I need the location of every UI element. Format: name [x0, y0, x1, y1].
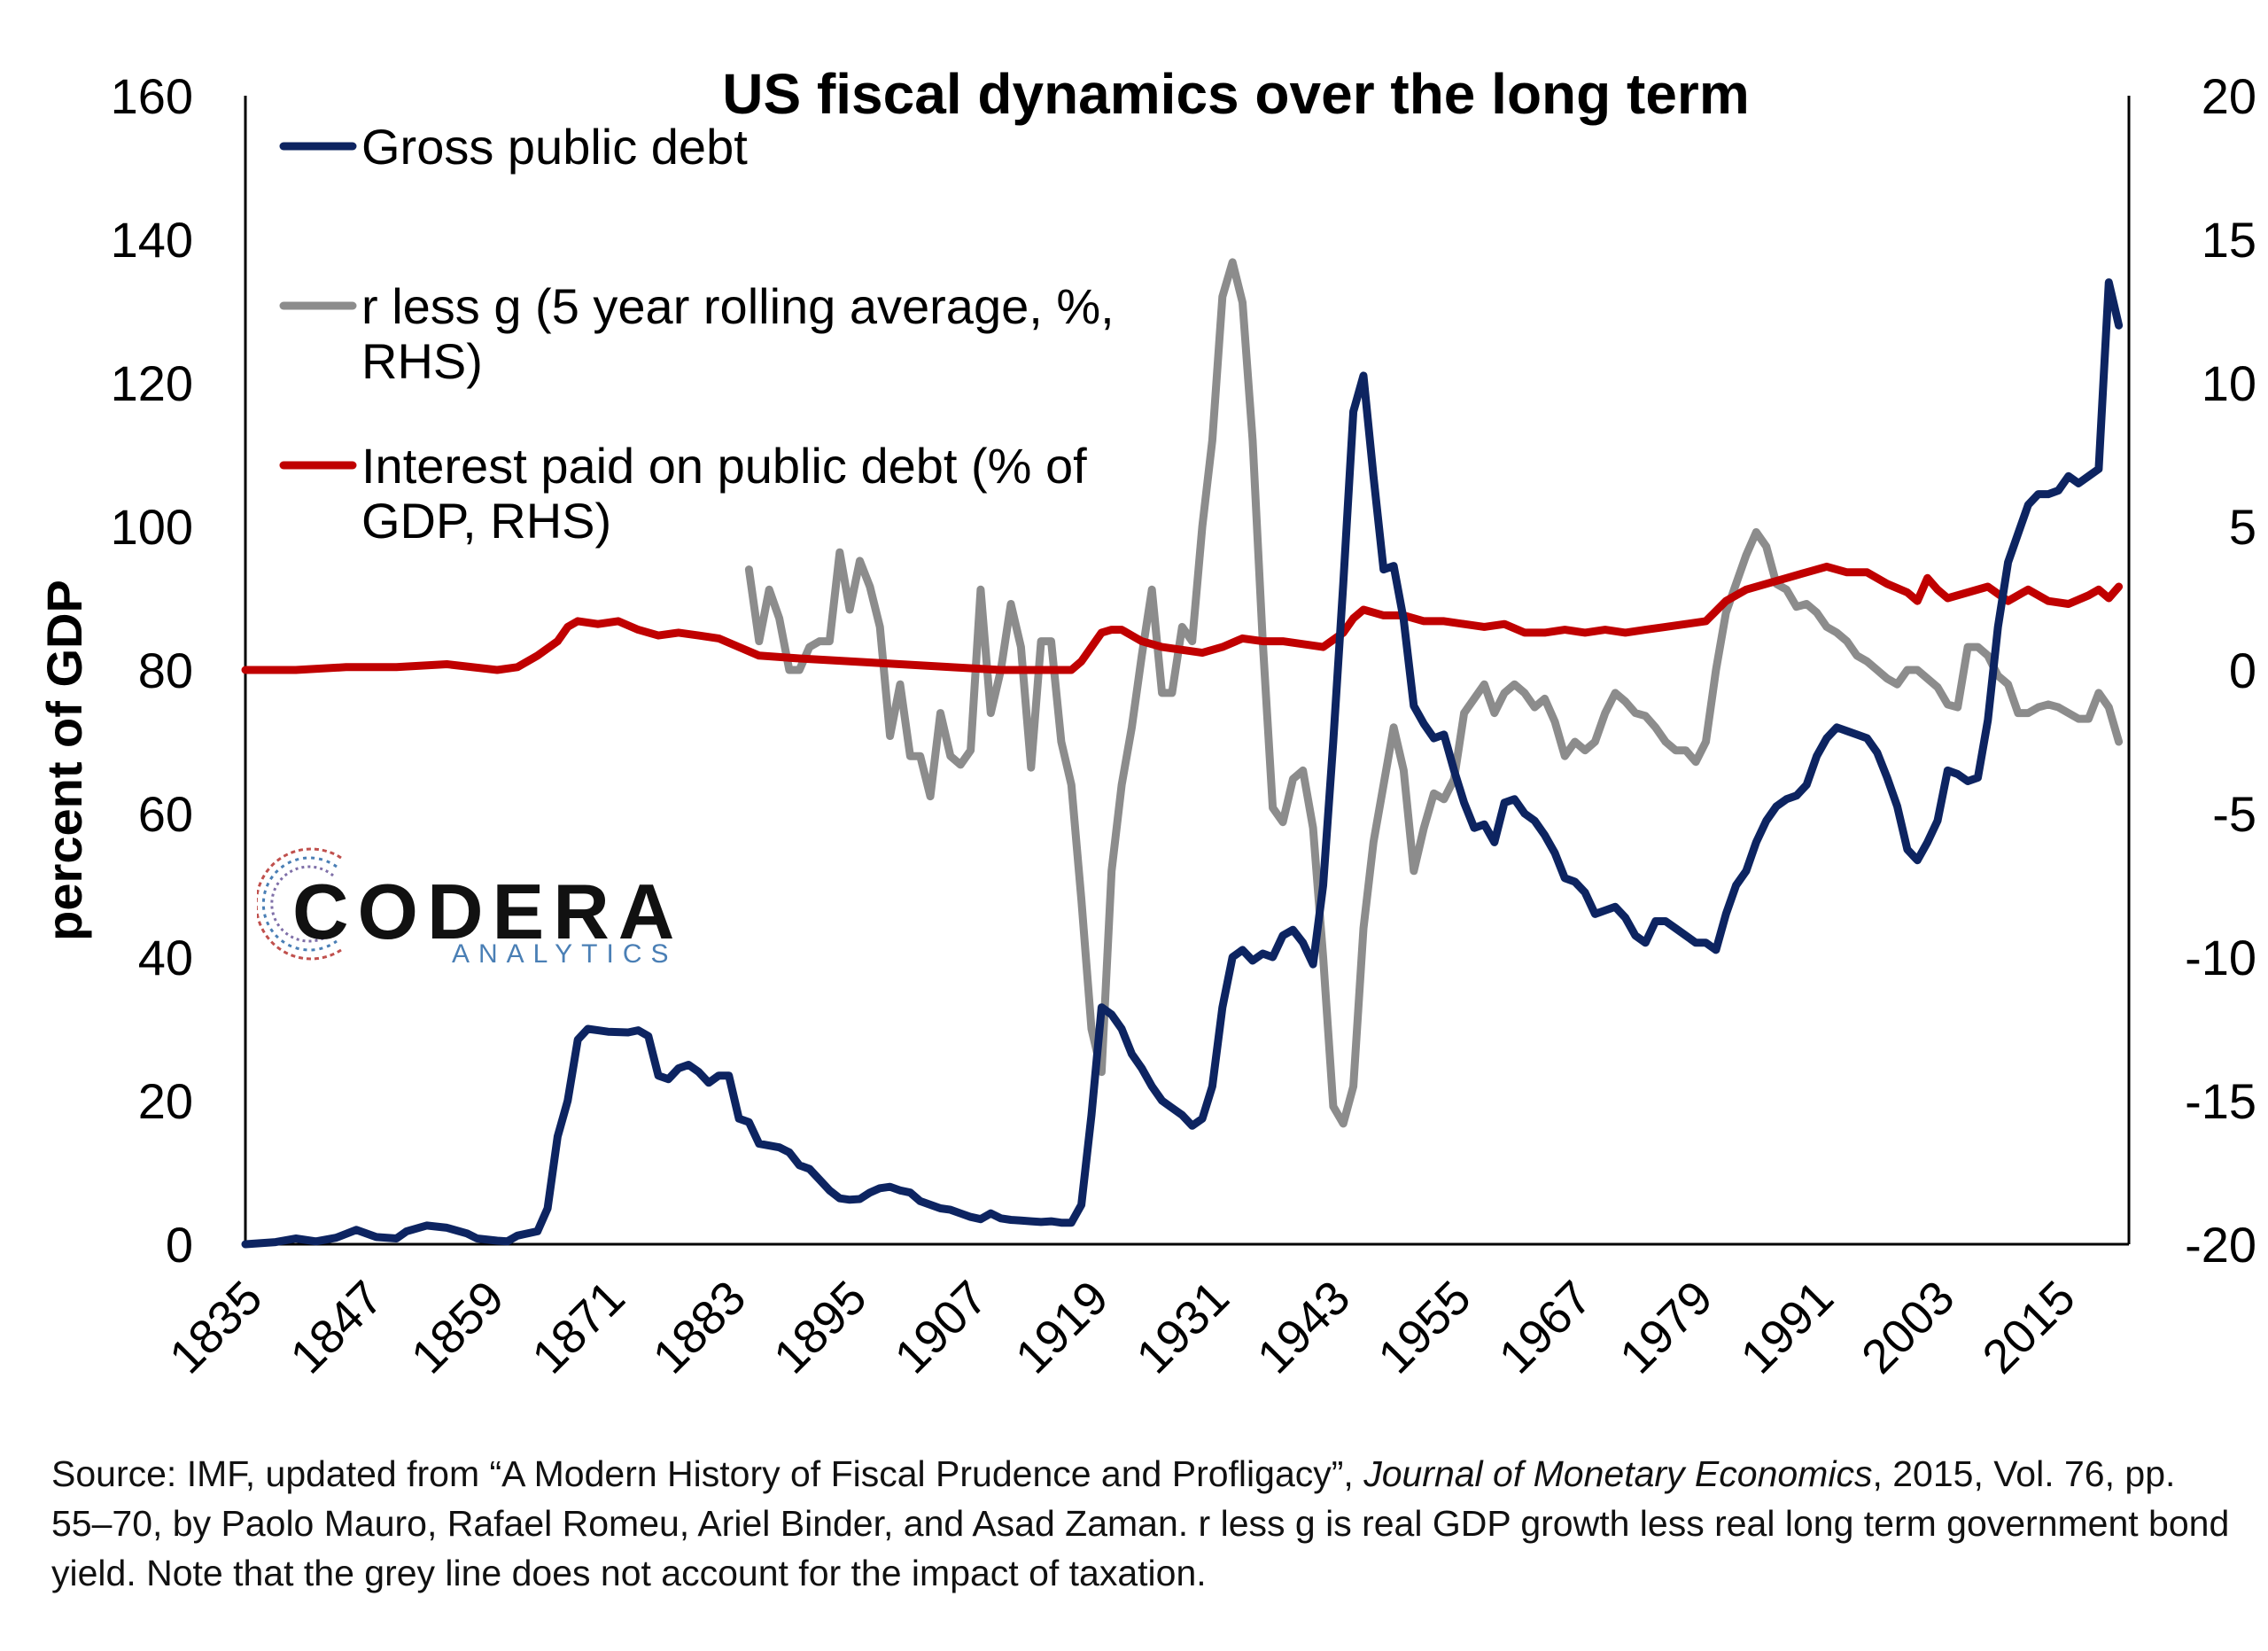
x-tick-label: 1859: [401, 1271, 514, 1383]
x-tick-label: 1967: [1489, 1271, 1602, 1383]
y-tick-label: 80: [138, 642, 193, 698]
y-axis-label: percent of GDP: [36, 580, 92, 941]
x-tick-label: 1883: [643, 1271, 756, 1383]
y-tick-label: 60: [138, 786, 193, 842]
y2-tick-label: -10: [2185, 930, 2256, 985]
y-tick-label: 40: [138, 930, 193, 985]
x-tick-label: 1847: [281, 1271, 393, 1383]
legend-label-3: Interest paid on public debt (% of: [361, 438, 1087, 494]
series-line-2: [744, 258, 2124, 1128]
x-tick-label: 1835: [159, 1271, 272, 1383]
y2-tick-label: 15: [2202, 212, 2256, 268]
y2-tick-label: 20: [2202, 68, 2256, 124]
y-tick-label: 140: [111, 212, 193, 268]
x-tick-label: 1871: [522, 1271, 634, 1383]
x-tick-label: 1907: [885, 1271, 998, 1383]
x-tick-label: 1979: [1610, 1271, 1722, 1383]
y2-tick-label: -20: [2185, 1217, 2256, 1273]
x-tick-label: 1943: [1247, 1271, 1360, 1383]
chart-ticks: 0 20 40 60 80 100 120 140 160 -20 -15 -10 -5 0 5 10 15 20…: [111, 68, 2256, 1383]
source-note: Source: IMF, updated from “A Modern Hist…: [51, 1449, 2231, 1598]
chart: 0 20 40 60 80 100 120 140 160 -20 -15 -10 -5 0 5 10 15 20…: [36, 62, 2256, 1383]
y2-tick-label: -15: [2185, 1073, 2256, 1129]
chart-title: US fiscal dynamics over the long term: [722, 62, 1749, 126]
y2-tick-label: 0: [2229, 642, 2256, 698]
y2-tick-label: 10: [2202, 355, 2256, 411]
series-line-1: [241, 278, 2124, 1249]
chart-legend: Gross public debt r less g (5 year rollin…: [279, 119, 1115, 549]
legend-label-2-cont: RHS): [361, 333, 483, 389]
y2-tick-label: -5: [2212, 786, 2256, 842]
chart-lines: [241, 258, 2124, 1249]
x-tick-label: 1931: [1127, 1271, 1239, 1383]
x-tick-label: 2015: [1973, 1271, 2085, 1383]
legend-label-3-cont: GDP, RHS): [361, 493, 611, 549]
y-tick-label: 100: [111, 499, 193, 555]
source-note-journal: Journal of Monetary Economics: [1363, 1453, 1873, 1494]
y-tick-label: 20: [138, 1073, 193, 1129]
codera-logo-mark: [257, 847, 342, 961]
x-tick-label: 2003: [1852, 1271, 1964, 1383]
codera-logo: CODERA ANALYTICS: [257, 833, 682, 975]
x-tick-label: 1919: [1006, 1271, 1118, 1383]
series-line-3: [241, 562, 2124, 674]
y-tick-label: 0: [166, 1217, 193, 1273]
x-tick-label: 1955: [1368, 1271, 1480, 1383]
y2-tick-label: 5: [2229, 499, 2256, 555]
y-tick-label: 120: [111, 355, 193, 411]
codera-logo-name: CODERA: [292, 868, 684, 955]
legend-label-1: Gross public debt: [361, 119, 748, 175]
codera-logo-tagline: ANALYTICS: [452, 939, 678, 969]
source-note-part1: Source: IMF, updated from “A Modern Hist…: [51, 1453, 1364, 1494]
y-tick-label: 160: [111, 68, 193, 124]
source-note-part2: , 2015, Vol. 76, pp. 55–70, by Paolo Mau…: [51, 1453, 2230, 1593]
x-tick-label: 1991: [1731, 1271, 1844, 1383]
chart-axes: [244, 96, 2131, 1246]
x-tick-label: 1895: [764, 1271, 876, 1383]
legend-label-2: r less g (5 year rolling average, %,: [361, 278, 1115, 334]
